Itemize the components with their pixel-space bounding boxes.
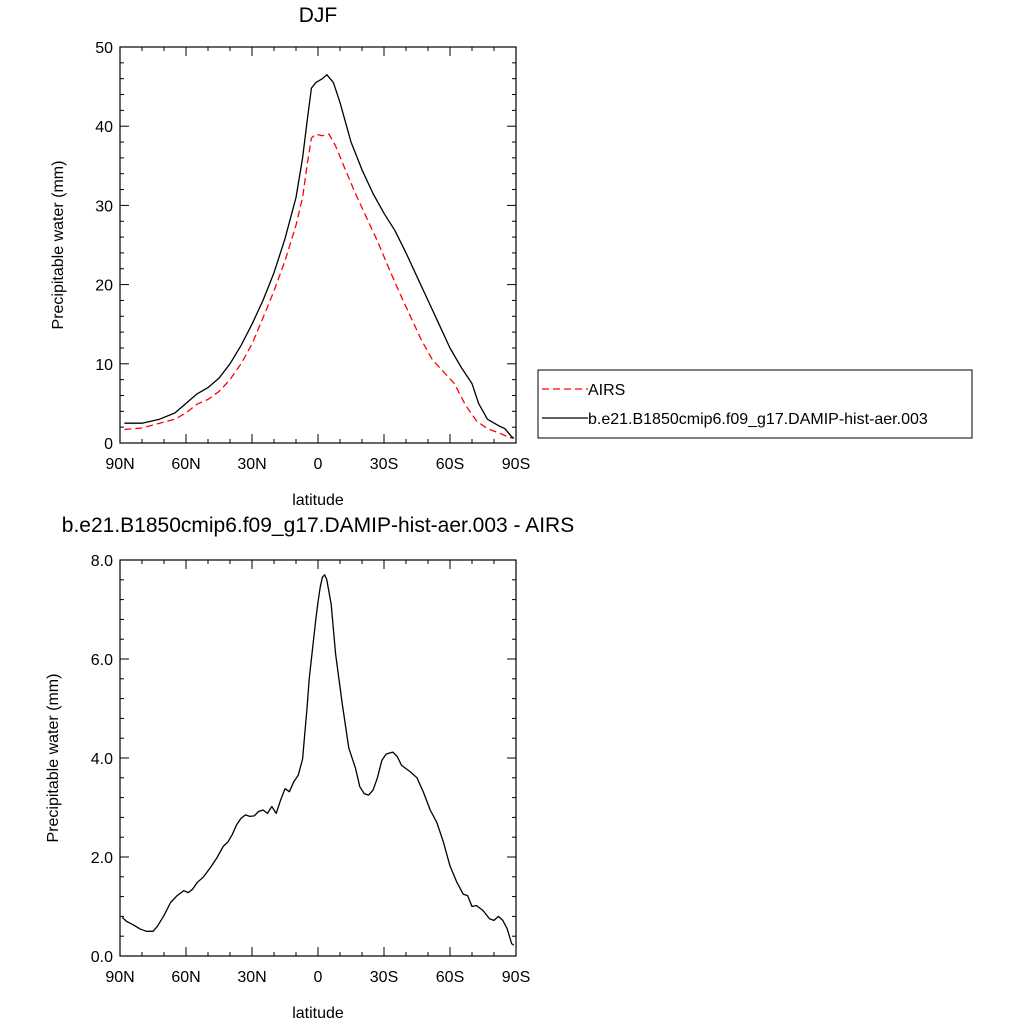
legend-airs-label: AIRS (588, 382, 625, 399)
bottom-y-axis-label: Precipitable water (mm) (45, 674, 62, 843)
top-xtick-label: 30N (237, 456, 266, 473)
bottom-xtick-label: 30N (237, 969, 266, 986)
top-xtick-label: 90N (105, 456, 134, 473)
top-ytick-label: 40 (95, 119, 113, 136)
top-ytick-label: 20 (95, 278, 113, 295)
legend: AIRS b.e21.B1850cmip6.f09_g17.DAMIP-hist… (537, 369, 973, 439)
bottom-xtick-label: 90N (105, 969, 134, 986)
top-ytick-label: 30 (95, 198, 113, 215)
bottom-plot-frame (119, 559, 517, 957)
top-ytick-label: 0 (104, 436, 113, 453)
top-y-axis-label: Precipitable water (mm) (50, 161, 67, 330)
bottom-series-line-0 (121, 574, 515, 946)
top-plot-area: 0 10 20 30 40 50 90N 60N 30N 0 30S 60S 90S (95, 40, 530, 473)
bottom-ytick-label: 8.0 (91, 553, 113, 570)
top-series-line-1 (124, 74, 515, 439)
bottom-x-axis-label: latitude (292, 1005, 344, 1022)
top-ytick-label: 50 (95, 40, 113, 57)
bottom-xtick-label: 90S (502, 969, 530, 986)
bottom-plot-area: 0.0 2.0 4.0 6.0 8.0 90N 60N 30N 0 30S 60S 90S (91, 553, 530, 986)
top-xtick-label: 90S (502, 456, 530, 473)
bottom-panel: b.e21.B1850cmip6.f09_g17.DAMIP-hist-aer.… (45, 514, 574, 1022)
legend-model-label: b.e21.B1850cmip6.f09_g17.DAMIP-hist-aer.… (588, 411, 928, 428)
top-plot-frame (119, 46, 517, 444)
top-xtick-label: 0 (314, 456, 323, 473)
legend-box (537, 369, 973, 439)
bottom-ytick-label: 6.0 (91, 652, 113, 669)
top-xtick-label: 30S (370, 456, 398, 473)
bottom-xtick-label: 30S (370, 969, 398, 986)
top-chart-title: DJF (299, 4, 338, 27)
top-series-line-0 (124, 133, 514, 439)
bottom-xtick-label: 0 (314, 969, 323, 986)
top-x-axis-label: latitude (292, 492, 344, 509)
top-ytick-label: 10 (95, 357, 113, 374)
bottom-xtick-label: 60N (171, 969, 200, 986)
bottom-xtick-label: 60S (436, 969, 464, 986)
top-xtick-label: 60S (436, 456, 464, 473)
bottom-ytick-label: 2.0 (91, 850, 113, 867)
bottom-chart-title: b.e21.B1850cmip6.f09_g17.DAMIP-hist-aer.… (62, 514, 574, 537)
bottom-ytick-label: 4.0 (91, 751, 113, 768)
top-panel: DJF 0 10 20 30 40 50 90N 60N 30N 0 30S 60S 90S latit… (50, 4, 530, 509)
bottom-ytick-label: 0.0 (91, 949, 113, 966)
top-xtick-label: 60N (171, 456, 200, 473)
